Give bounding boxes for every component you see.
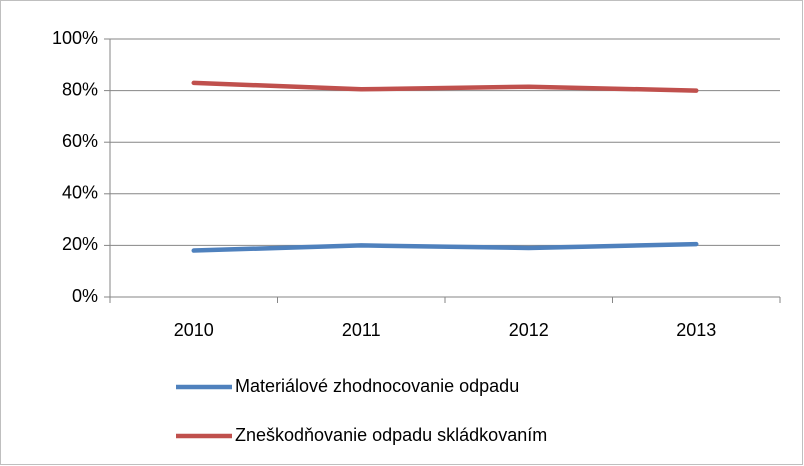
x-tick-label: 2010	[174, 320, 214, 340]
x-tick-label: 2013	[676, 320, 716, 340]
x-tick-label: 2011	[342, 320, 381, 340]
legend-label: Zneškodňovanie odpadu skládkovaním	[235, 425, 547, 445]
legend-label: Materiálové zhodnocovanie odpadu	[235, 376, 519, 396]
series-line	[191, 241, 699, 253]
y-tick-label: 80%	[62, 79, 98, 99]
y-tick-label: 60%	[62, 131, 98, 151]
y-tick-label: 20%	[62, 234, 98, 254]
y-tick-label: 100%	[52, 28, 98, 48]
y-tick-label: 40%	[62, 183, 98, 203]
y-tick-label: 0%	[72, 286, 98, 306]
x-tick-label: 2012	[509, 320, 549, 340]
series-line	[191, 80, 699, 93]
